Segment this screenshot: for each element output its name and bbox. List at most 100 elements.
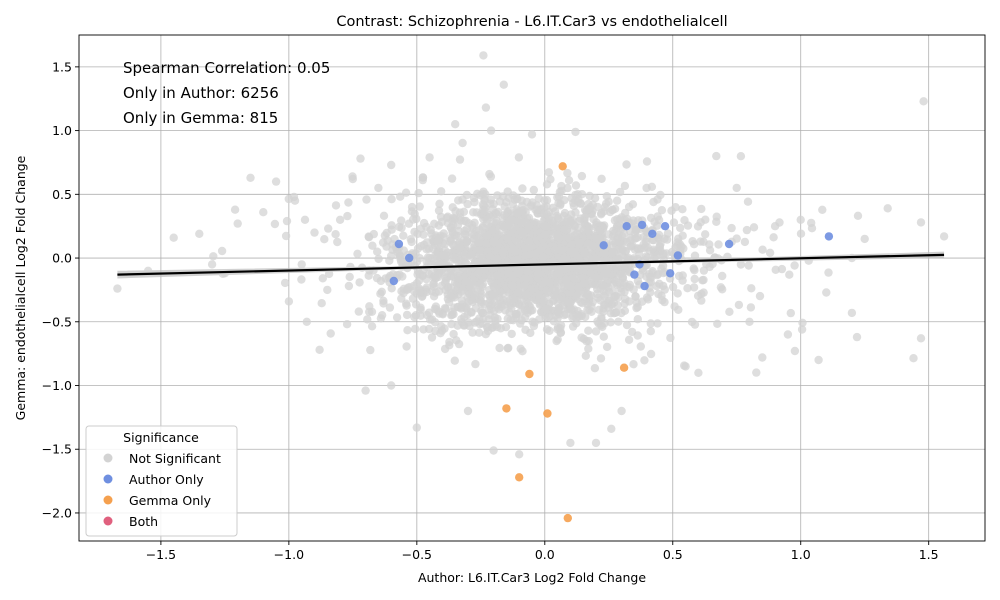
- point-not-significant: [714, 240, 723, 249]
- point-not-significant: [608, 205, 617, 214]
- point-not-significant: [663, 229, 673, 238]
- point-not-significant: [402, 310, 412, 320]
- point-not-significant: [694, 368, 703, 377]
- point-not-significant: [883, 204, 892, 213]
- point-not-significant: [548, 203, 558, 212]
- point-not-significant: [824, 268, 833, 277]
- point-not-significant: [344, 281, 354, 291]
- point-not-significant: [690, 251, 700, 260]
- point-not-significant: [342, 320, 352, 329]
- point-not-significant: [544, 168, 554, 177]
- point-not-significant: [418, 173, 428, 182]
- point-not-significant: [414, 188, 423, 198]
- point-not-significant: [660, 285, 669, 294]
- point-not-significant: [697, 296, 706, 305]
- point-not-significant: [676, 223, 685, 233]
- point-not-significant: [568, 226, 578, 235]
- point-not-significant: [195, 229, 204, 238]
- point-not-significant: [365, 307, 374, 317]
- point-gemma-only: [543, 409, 552, 418]
- y-tick-label: −1.5: [42, 442, 72, 457]
- point-not-significant: [657, 206, 667, 215]
- point-not-significant: [749, 223, 759, 232]
- point-not-significant: [549, 271, 559, 280]
- point-not-significant: [439, 267, 448, 276]
- point-not-significant: [411, 311, 421, 320]
- x-tick-label: 0.0: [535, 547, 555, 562]
- point-not-significant: [324, 224, 333, 233]
- point-not-significant: [343, 211, 352, 221]
- point-not-significant: [554, 304, 563, 314]
- point-not-significant: [632, 303, 641, 313]
- point-not-significant: [742, 225, 752, 235]
- y-tick-label: −0.5: [42, 314, 72, 329]
- point-not-significant: [533, 269, 543, 279]
- point-not-significant: [689, 283, 699, 292]
- point-not-significant: [822, 288, 831, 297]
- point-not-significant: [736, 260, 746, 269]
- point-not-significant: [577, 171, 587, 181]
- point-not-significant: [571, 181, 581, 190]
- point-not-significant: [701, 230, 710, 239]
- point-not-significant: [589, 214, 598, 224]
- point-not-significant: [374, 254, 383, 264]
- point-not-significant: [591, 438, 601, 448]
- point-not-significant: [373, 247, 382, 256]
- point-not-significant: [570, 274, 579, 283]
- point-not-significant: [523, 268, 532, 277]
- point-not-significant: [621, 208, 630, 218]
- point-author-only: [673, 251, 683, 260]
- point-not-significant: [567, 263, 577, 272]
- point-not-significant: [542, 222, 551, 231]
- point-not-significant: [517, 206, 526, 216]
- point-not-significant: [457, 263, 467, 272]
- point-not-significant: [302, 317, 311, 326]
- point-not-significant: [602, 192, 611, 201]
- point-not-significant: [624, 335, 634, 344]
- point-not-significant: [447, 174, 457, 183]
- point-not-significant: [451, 120, 460, 129]
- legend-title: Significance: [123, 430, 199, 445]
- point-not-significant: [598, 281, 608, 291]
- point-not-significant: [620, 181, 630, 191]
- point-not-significant: [648, 235, 657, 245]
- point-not-significant: [673, 289, 682, 298]
- point-not-significant: [591, 327, 601, 336]
- annotation-only-gemma: Only in Gemma: 815: [123, 109, 278, 127]
- point-not-significant: [297, 260, 306, 269]
- y-tick-label: 1.0: [52, 123, 72, 138]
- point-not-significant: [483, 322, 492, 332]
- point-not-significant: [437, 187, 446, 196]
- point-not-significant: [397, 216, 406, 225]
- point-not-significant: [660, 297, 669, 307]
- point-not-significant: [584, 326, 593, 335]
- point-not-significant: [317, 299, 326, 308]
- point-not-significant: [482, 239, 491, 248]
- point-not-significant: [652, 282, 661, 291]
- point-not-significant: [777, 264, 787, 274]
- point-not-significant: [438, 310, 448, 319]
- point-not-significant: [507, 329, 516, 339]
- point-not-significant: [693, 222, 703, 231]
- author-only-points: [389, 220, 834, 291]
- point-not-significant: [796, 215, 805, 224]
- point-author-only: [405, 253, 414, 263]
- point-not-significant: [495, 343, 504, 353]
- point-not-significant: [591, 253, 601, 263]
- point-not-significant: [450, 303, 459, 312]
- legend-box: [85, 425, 238, 537]
- point-not-significant: [786, 308, 795, 318]
- point-not-significant: [361, 386, 370, 395]
- point-not-significant: [449, 329, 458, 339]
- point-not-significant: [430, 318, 440, 327]
- point-not-significant: [567, 240, 576, 250]
- point-not-significant: [433, 236, 442, 246]
- point-not-significant: [448, 220, 458, 230]
- point-not-significant: [379, 296, 388, 305]
- point-not-significant: [657, 291, 666, 300]
- point-not-significant: [769, 233, 778, 242]
- legend-marker-author-only: [103, 474, 113, 484]
- point-not-significant: [678, 205, 687, 214]
- y-tick-label: −1.0: [42, 378, 72, 393]
